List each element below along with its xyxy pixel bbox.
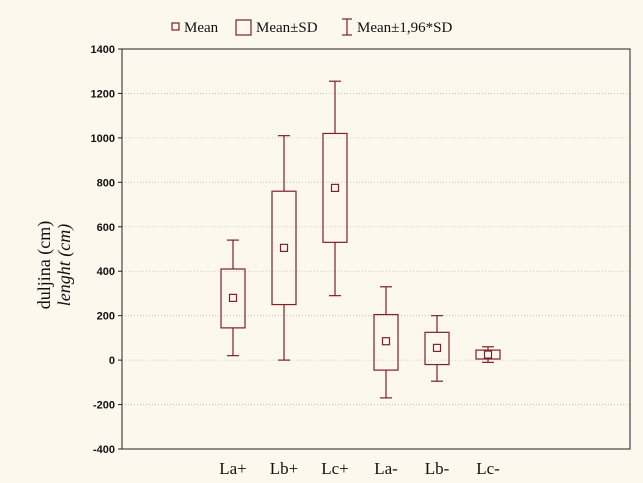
legend-mean-marker [171, 22, 180, 31]
sd-box [271, 190, 297, 306]
x-category-label: Lc- [476, 459, 500, 478]
legend-ci-marker [342, 18, 352, 36]
box-layer [220, 80, 501, 399]
legend-sd-marker [235, 19, 252, 36]
y-axis-label-italic: lenght (cm) [54, 224, 75, 306]
sd-box [322, 132, 348, 243]
y-axis-label: duljina (cm) [34, 221, 55, 309]
box-La+ [220, 239, 246, 357]
mean-marker [228, 293, 238, 302]
legend-sd-label: Mean±SD [256, 20, 318, 36]
sd-box [475, 349, 501, 360]
legend-mean-label: Mean [184, 20, 219, 36]
mean-marker [381, 337, 391, 346]
y-tick-label: -400 [93, 444, 115, 456]
y-tick-label: 0 [109, 355, 115, 367]
plot-area-frame [121, 48, 631, 450]
legend-ci-label: Mean±1,96*SD [357, 20, 452, 36]
tick-layer: -400 -200 0 200 400 600 800 1000 1200 1400 [91, 44, 122, 456]
y-tick-label: 1400 [91, 44, 115, 56]
y-tick-label: 1000 [91, 133, 115, 145]
x-category-label: La+ [219, 459, 247, 478]
sd-box [220, 268, 246, 329]
x-category-label: La- [374, 459, 398, 478]
box-Lc+ [322, 80, 348, 297]
box-La- [373, 286, 399, 399]
box-Lb+ [271, 135, 297, 361]
box-Lc- [475, 346, 501, 363]
mean-marker [432, 343, 442, 352]
sd-box [373, 313, 399, 371]
x-category-label: Lc+ [321, 459, 349, 478]
sd-box [424, 331, 450, 366]
y-tick-label: 400 [97, 266, 115, 278]
y-tick-label: 800 [97, 177, 115, 189]
legend: Mean Mean±SD Mean±1,96*SD [171, 18, 452, 36]
y-tick-label: 1200 [91, 88, 115, 100]
x-category-label: Lb+ [270, 459, 298, 478]
mean-marker [330, 183, 340, 192]
box-Lb- [424, 315, 450, 382]
grid-layer [122, 48, 630, 450]
y-tick-label: 200 [97, 311, 115, 323]
mean-marker [279, 243, 289, 252]
y-tick-label: -200 [93, 400, 115, 412]
category-layer: La+ Lb+ Lc+ La- Lb- Lc- [219, 459, 500, 478]
x-category-label: Lb- [425, 459, 450, 478]
mean-marker [483, 350, 493, 359]
y-tick-label: 600 [97, 222, 115, 234]
